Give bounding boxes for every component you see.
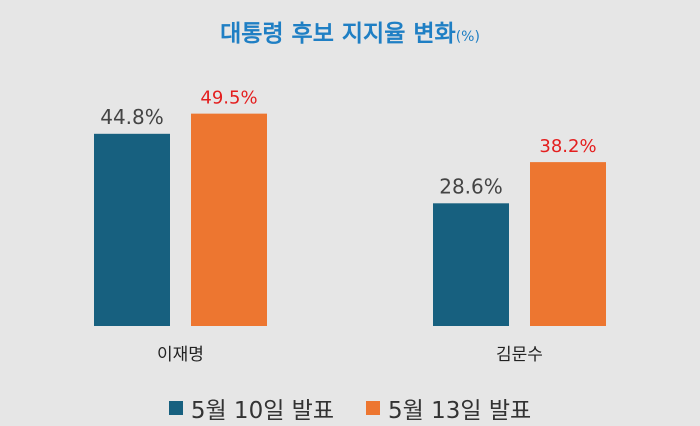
legend-swatch-series-1	[168, 401, 183, 415]
bar-2-series-1	[433, 203, 509, 326]
bar-1-series-2	[191, 113, 267, 327]
chart-title-text: 대통령 후보 지지율 변화	[220, 21, 456, 47]
data-label-2-series-1: 28.6%	[439, 174, 503, 198]
data-label-1-series-2: 49.5%	[200, 88, 257, 109]
bar-2-series-2	[530, 162, 606, 326]
legend: 5월 10일 발표 5월 13일 발표	[0, 391, 700, 425]
legend-swatch-series-2	[366, 401, 380, 415]
legend-item-series-1: 5월 10일 발표	[168, 391, 334, 425]
chart-title-unit: (%)	[455, 29, 480, 45]
category-label-1: 이재명	[157, 345, 204, 365]
legend-label-series-2: 5월 13일 발표	[388, 398, 532, 424]
legend-label-series-1: 5월 10일 발표	[190, 398, 334, 424]
category-label-2: 김문수	[496, 345, 543, 365]
data-label-2-series-2: 38.2%	[539, 136, 596, 157]
bar-1-series-1	[94, 133, 170, 326]
legend-item-series-2: 5월 13일 발표	[366, 391, 531, 425]
chart-title: 대통령 후보 지지율 변화(%)	[0, 14, 700, 48]
data-label-1-series-1: 44.8%	[100, 105, 164, 129]
